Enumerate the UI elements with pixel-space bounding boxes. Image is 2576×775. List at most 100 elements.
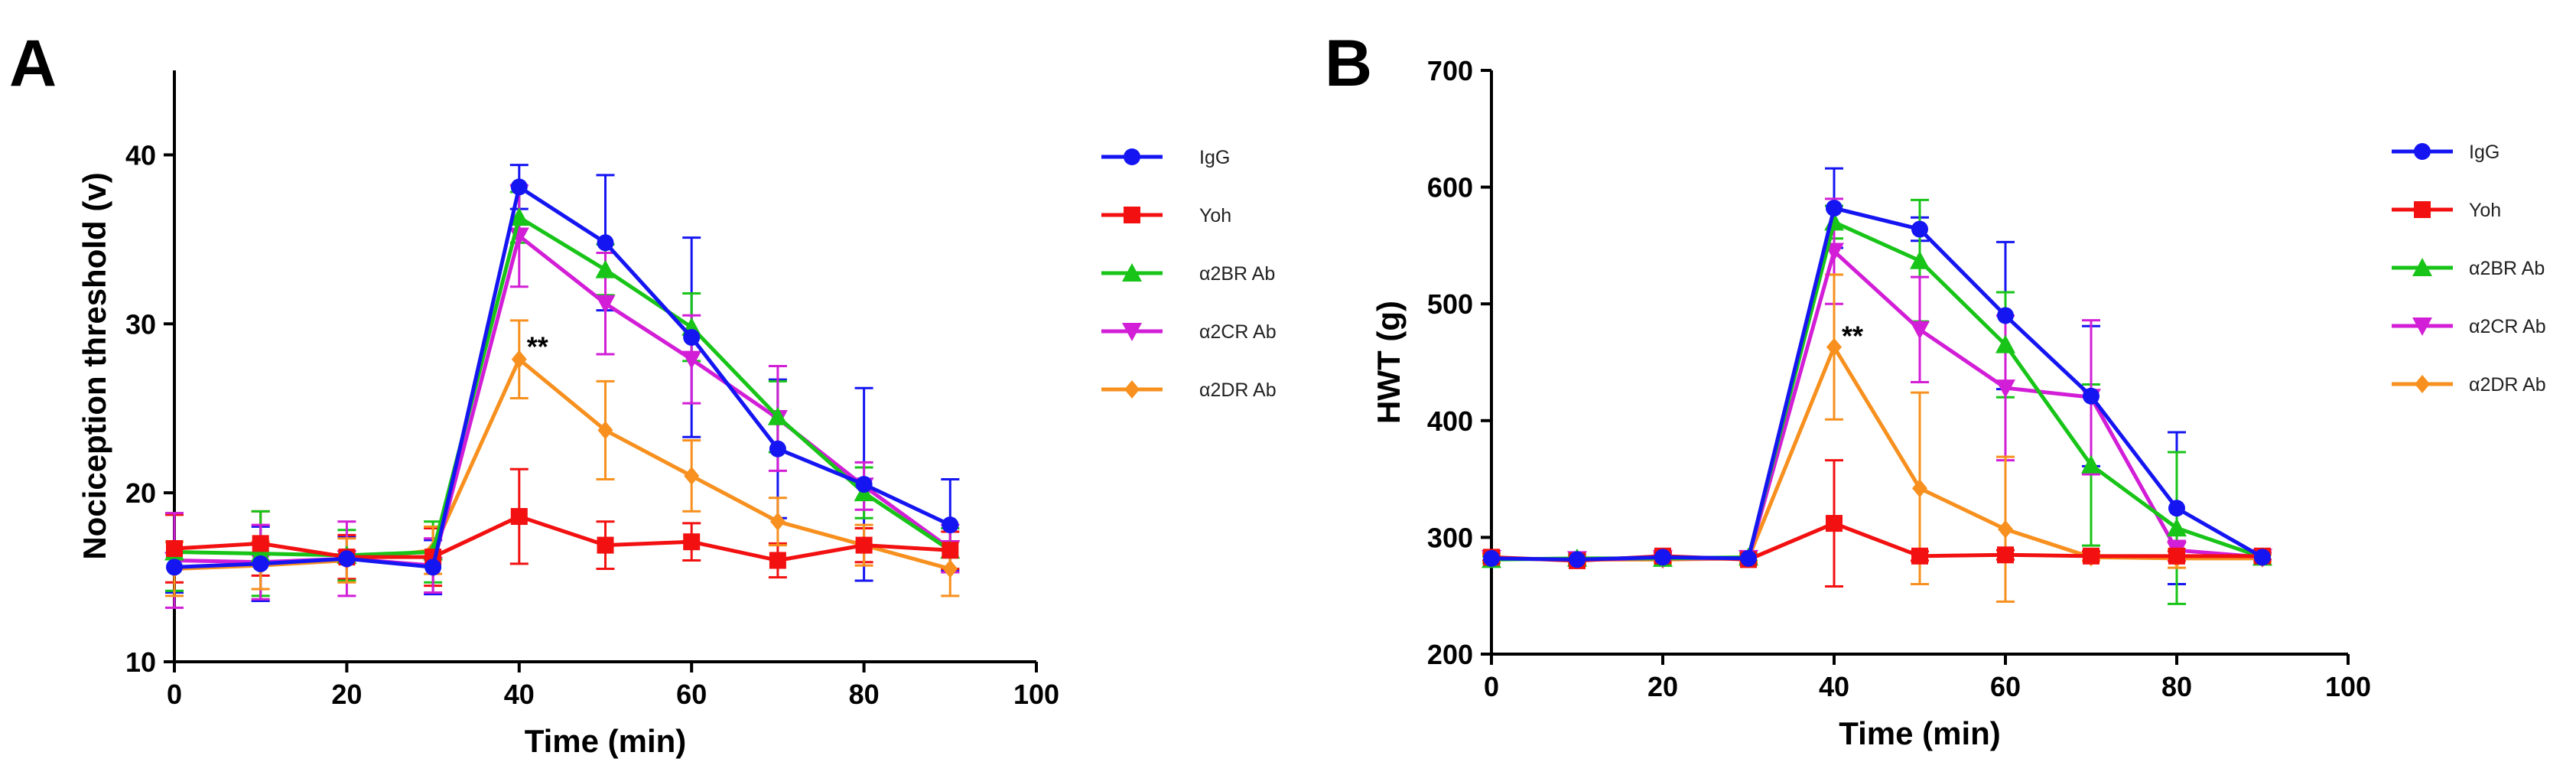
data-point: [1997, 307, 2014, 324]
data-point: [166, 558, 183, 576]
x-tick-label: 100: [1013, 679, 1059, 710]
data-point: [2254, 549, 2271, 566]
panel-letter: B: [1325, 27, 1372, 100]
legend-label: α2CR Ab: [2469, 316, 2546, 337]
data-point: [2083, 547, 2100, 565]
y-tick-label: 10: [125, 646, 156, 678]
series-a2br-ab: [1482, 212, 2272, 568]
legend-marker: [1124, 380, 1140, 399]
legend-label: α2DR Ab: [1199, 379, 1277, 401]
data-point: [1826, 337, 1842, 357]
data-point: [1998, 519, 2013, 539]
significance-annotation: **: [527, 331, 548, 362]
series-igg: [1483, 200, 2271, 568]
series-a2cr-ab: [164, 227, 961, 576]
data-point: [769, 512, 785, 531]
legend-marker: [2412, 317, 2432, 336]
data-point: [2168, 500, 2185, 517]
x-tick-label: 40: [1819, 671, 1849, 702]
x-tick-label: 100: [2325, 671, 2371, 702]
data-point: [767, 406, 788, 425]
legend-item-a2cr-ab: α2CR Ab: [1101, 321, 1277, 343]
legend-item-a2dr-ab: α2DR Ab: [1101, 379, 1277, 401]
legend-item-yoh: Yoh: [1101, 205, 1231, 226]
data-point: [252, 555, 269, 572]
data-point: [769, 440, 786, 458]
data-point: [2081, 454, 2101, 474]
data-point: [769, 552, 786, 569]
y-tick-label: 700: [1427, 55, 1473, 86]
legend-item-igg: IgG: [1101, 147, 1230, 168]
data-point: [942, 542, 959, 559]
data-point: [252, 535, 269, 552]
data-point: [1995, 334, 2015, 353]
legend-marker: [2414, 201, 2431, 218]
legend-marker: [2414, 143, 2431, 160]
x-axis-label: Time (min): [525, 723, 687, 759]
error-bars-a2br-ab: [1482, 198, 2272, 605]
data-point: [511, 350, 527, 369]
error-bars-igg: [165, 164, 960, 602]
data-point: [595, 295, 616, 314]
x-tick-label: 20: [331, 679, 362, 710]
legend-marker: [1122, 323, 1142, 341]
legend: IgG Yoh α2BR Ab α2CR Ab α2DR Ab: [2392, 142, 2546, 396]
series-line: [1491, 521, 2262, 563]
data-point: [510, 508, 528, 526]
data-point: [338, 550, 356, 568]
data-point: [509, 207, 529, 226]
x-tick-label: 20: [1647, 671, 1678, 702]
series-a2cr-ab: [1482, 243, 2272, 570]
data-point: [597, 234, 614, 252]
series-line: [174, 514, 951, 562]
data-point: [1483, 549, 1500, 567]
chart-b: B 200 300 400 500 600 700 0 20 40 60 80 100 Time (min…: [1325, 27, 2546, 751]
data-point: [1911, 220, 1928, 238]
y-axis-label: HWT (g): [1371, 301, 1407, 424]
legend-marker: [1124, 207, 1140, 223]
y-tick-label: 30: [125, 308, 156, 340]
legend-item-yoh: Yoh: [2392, 200, 2501, 221]
data-point: [1910, 250, 1930, 269]
y-tick-label: 600: [1427, 172, 1473, 204]
series-yoh: [1483, 515, 2271, 569]
data-point: [1912, 479, 1927, 498]
data-point: [683, 533, 701, 551]
series-line: [1491, 345, 2262, 562]
legend-label: Yoh: [2469, 200, 2501, 221]
series-line: [174, 215, 951, 558]
legend-label: α2BR Ab: [1199, 263, 1275, 285]
legend-label: Yoh: [1199, 205, 1231, 226]
data-point: [855, 536, 873, 554]
y-tick-label: 400: [1427, 405, 1473, 437]
series-line: [174, 184, 951, 569]
data-point: [424, 558, 442, 576]
legend-marker: [2415, 375, 2430, 393]
data-point: [684, 467, 700, 486]
error-bars-a2dr-ab: [1482, 273, 2272, 603]
legend-label: α2BR Ab: [2469, 258, 2545, 279]
x-tick-label: 80: [849, 679, 880, 710]
series-line: [1491, 249, 2263, 562]
legend-marker: [2412, 258, 2432, 276]
x-tick-label: 40: [504, 679, 535, 710]
data-point: [1995, 379, 2015, 399]
y-tick-label: 40: [125, 139, 156, 171]
y-tick-label: 300: [1427, 522, 1473, 553]
legend-label: IgG: [1199, 147, 1230, 168]
legend-marker: [1122, 263, 1142, 282]
series-line: [174, 233, 951, 568]
x-tick-label: 0: [1484, 671, 1499, 702]
legend-item-a2br-ab: α2BR Ab: [1101, 263, 1275, 285]
y-axis-label: Nociception threshold (v): [76, 172, 112, 559]
data-point: [683, 328, 701, 346]
x-axis-label: Time (min): [1839, 715, 2001, 751]
panel-letter: A: [9, 27, 57, 100]
y-tick-label: 500: [1427, 288, 1473, 320]
data-point: [1569, 551, 1586, 568]
data-point: [2168, 547, 2185, 565]
legend-label: α2CR Ab: [1199, 321, 1277, 343]
x-tick-label: 60: [676, 679, 707, 710]
legend-label: IgG: [2469, 142, 2500, 163]
